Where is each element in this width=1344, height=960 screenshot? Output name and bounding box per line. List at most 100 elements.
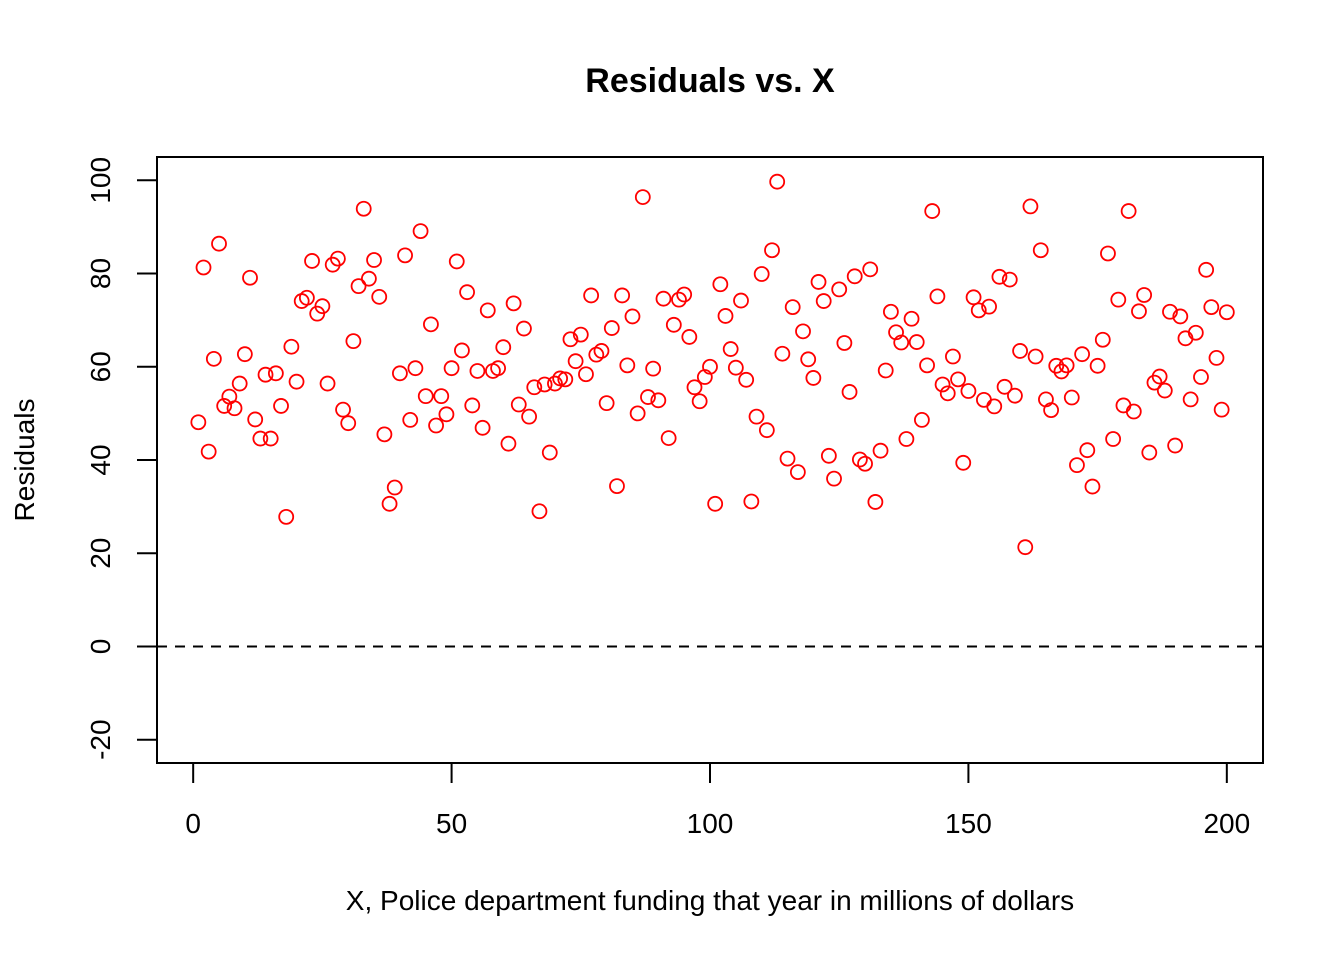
data-point bbox=[526, 379, 543, 396]
data-point bbox=[1218, 304, 1235, 321]
data-point bbox=[1043, 402, 1060, 419]
data-point bbox=[986, 398, 1003, 415]
data-point bbox=[247, 411, 264, 428]
data-point bbox=[965, 289, 982, 306]
data-point bbox=[1094, 331, 1111, 348]
data-point bbox=[950, 371, 966, 388]
data-point bbox=[820, 447, 837, 464]
data-point bbox=[934, 376, 951, 393]
data-point bbox=[500, 435, 517, 452]
data-point bbox=[304, 253, 320, 269]
data-point bbox=[815, 293, 832, 309]
data-point bbox=[671, 291, 687, 308]
data-point bbox=[867, 494, 884, 510]
data-point bbox=[252, 430, 269, 447]
data-point bbox=[1193, 369, 1209, 385]
data-point bbox=[676, 286, 693, 303]
data-point bbox=[945, 348, 961, 365]
data-point bbox=[572, 326, 589, 343]
data-point bbox=[1172, 308, 1189, 325]
data-point bbox=[211, 235, 227, 252]
data-point bbox=[655, 290, 672, 307]
data-point bbox=[448, 253, 465, 270]
data-point bbox=[1125, 403, 1142, 420]
data-point bbox=[970, 302, 987, 319]
data-point bbox=[712, 276, 729, 293]
data-point bbox=[624, 308, 641, 325]
y-axis-label: Residuals bbox=[9, 399, 40, 522]
data-point bbox=[407, 360, 424, 377]
data-point bbox=[1079, 442, 1096, 459]
x-axis-label: X, Police department funding that year i… bbox=[346, 885, 1074, 916]
data-point bbox=[877, 362, 894, 379]
x-tick-label: 0 bbox=[185, 808, 201, 839]
data-point bbox=[609, 478, 625, 495]
data-point bbox=[702, 358, 718, 375]
data-point bbox=[629, 405, 646, 422]
data-point bbox=[216, 398, 233, 414]
y-tick-label: 100 bbox=[85, 157, 116, 204]
data-point bbox=[841, 384, 858, 400]
data-point bbox=[283, 338, 300, 355]
x-tick-label: 150 bbox=[945, 808, 992, 839]
data-point bbox=[645, 360, 662, 377]
data-point bbox=[1058, 357, 1075, 374]
data-point bbox=[665, 316, 682, 333]
data-point bbox=[392, 365, 408, 382]
data-point bbox=[298, 289, 315, 306]
data-point bbox=[1151, 368, 1168, 385]
data-point bbox=[1069, 457, 1085, 474]
data-point bbox=[262, 430, 279, 447]
data-point bbox=[598, 395, 615, 412]
data-point bbox=[1017, 539, 1034, 556]
data-point bbox=[236, 346, 253, 363]
data-point bbox=[640, 389, 656, 405]
data-point bbox=[443, 360, 460, 377]
data-point bbox=[314, 298, 331, 315]
data-point bbox=[789, 464, 806, 481]
data-point bbox=[981, 298, 997, 315]
data-point bbox=[758, 422, 775, 439]
data-point bbox=[190, 414, 207, 431]
data-point bbox=[1198, 261, 1215, 278]
data-point bbox=[376, 426, 393, 443]
data-point bbox=[1048, 357, 1065, 374]
data-point bbox=[1027, 348, 1044, 365]
data-point bbox=[1063, 389, 1080, 406]
data-point bbox=[510, 396, 527, 413]
data-point bbox=[340, 415, 357, 432]
data-point bbox=[536, 376, 553, 393]
data-point bbox=[1089, 357, 1106, 374]
data-point bbox=[717, 308, 734, 324]
data-point bbox=[727, 359, 744, 376]
y-tick-label: 40 bbox=[85, 444, 116, 475]
data-point bbox=[1141, 444, 1158, 461]
data-point bbox=[288, 373, 305, 390]
x-tick-label: 50 bbox=[436, 808, 467, 839]
data-point bbox=[738, 371, 755, 388]
data-point bbox=[1032, 242, 1049, 259]
data-point bbox=[743, 493, 760, 510]
data-point bbox=[976, 391, 992, 408]
data-point bbox=[862, 261, 879, 278]
data-point bbox=[257, 366, 274, 383]
data-point bbox=[1187, 324, 1204, 341]
data-point bbox=[557, 371, 574, 388]
data-point bbox=[619, 357, 636, 374]
data-point bbox=[324, 256, 341, 273]
data-point bbox=[1167, 437, 1184, 454]
data-point bbox=[939, 385, 956, 402]
data-point bbox=[547, 375, 563, 392]
data-point bbox=[459, 284, 475, 301]
data-point bbox=[350, 278, 367, 295]
data-point bbox=[908, 334, 925, 350]
data-point bbox=[650, 392, 667, 409]
data-point bbox=[397, 247, 413, 264]
data-point bbox=[924, 203, 941, 219]
data-point bbox=[851, 451, 868, 468]
data-point bbox=[531, 503, 548, 520]
data-point bbox=[273, 398, 289, 414]
data-point bbox=[345, 333, 362, 350]
data-point bbox=[681, 329, 698, 345]
